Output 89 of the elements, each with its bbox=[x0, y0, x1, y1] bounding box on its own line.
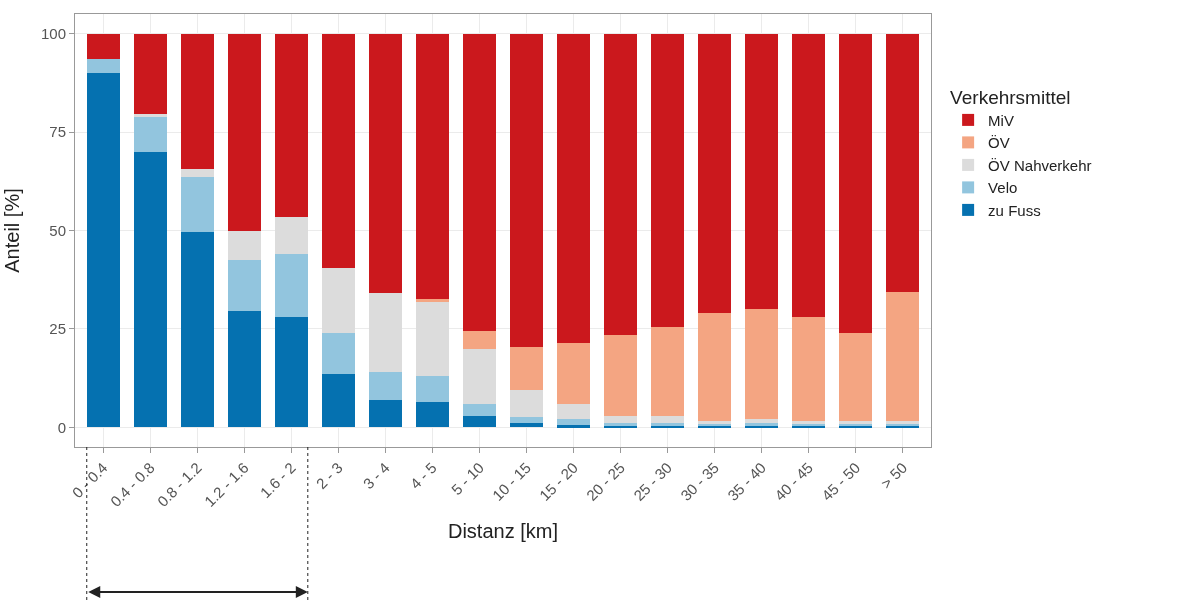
y-tick-label: 75 bbox=[49, 123, 66, 141]
bar bbox=[321, 267, 355, 333]
x-tick-label: 35 - 40 bbox=[724, 458, 770, 504]
legend-label: ÖV Nahverkehr bbox=[988, 156, 1092, 174]
y-axis-title: Anteil [%] bbox=[1, 188, 24, 273]
bar bbox=[510, 423, 543, 428]
x-tick-label: 15 - 20 bbox=[535, 458, 581, 504]
bar bbox=[463, 348, 496, 404]
x-tick-label: > 50 bbox=[877, 458, 911, 492]
bar bbox=[510, 33, 543, 347]
bar bbox=[510, 417, 543, 424]
bar bbox=[368, 33, 402, 294]
bar bbox=[463, 33, 496, 331]
bar bbox=[463, 415, 496, 428]
bar bbox=[86, 73, 120, 428]
legend-label: ÖV bbox=[988, 134, 1010, 152]
bar bbox=[321, 33, 355, 268]
bar bbox=[274, 216, 308, 255]
bar bbox=[415, 299, 449, 302]
y-tick-label: 50 bbox=[49, 221, 66, 239]
bar bbox=[368, 399, 402, 428]
bar bbox=[274, 33, 308, 217]
bar bbox=[133, 116, 167, 152]
bar bbox=[604, 334, 638, 416]
bar bbox=[557, 342, 591, 404]
bar bbox=[415, 33, 449, 300]
x-tick-label: 2 - 3 bbox=[312, 458, 346, 493]
bar bbox=[463, 330, 496, 349]
x-tick-label: 10 - 15 bbox=[488, 458, 534, 504]
bar bbox=[557, 419, 591, 426]
x-axis-title: Distanz [km] bbox=[447, 520, 559, 543]
bar bbox=[180, 232, 214, 428]
legend-label: MiV bbox=[988, 111, 1014, 129]
y-tick-label: 25 bbox=[49, 320, 66, 338]
legend-title: Verkehrsmittel bbox=[950, 86, 1071, 108]
bar bbox=[745, 309, 779, 420]
bar bbox=[651, 33, 685, 327]
bar bbox=[510, 346, 543, 390]
bar bbox=[180, 177, 214, 233]
bar bbox=[227, 260, 261, 312]
x-tick-label: 40 - 45 bbox=[771, 458, 817, 504]
bar bbox=[792, 33, 826, 318]
bar bbox=[839, 332, 873, 422]
bar bbox=[839, 33, 873, 333]
bar bbox=[604, 33, 638, 335]
bar bbox=[227, 311, 261, 428]
x-tick-label: 3 - 4 bbox=[359, 458, 393, 493]
bar bbox=[86, 33, 120, 60]
bar bbox=[368, 293, 402, 373]
bar bbox=[463, 403, 496, 416]
bar bbox=[415, 301, 449, 377]
legend-label: zu Fuss bbox=[988, 201, 1041, 219]
x-tick-label: 45 - 50 bbox=[818, 458, 864, 504]
y-tick-label: 100 bbox=[40, 24, 66, 42]
bar bbox=[133, 114, 167, 117]
bar bbox=[274, 254, 308, 318]
bar bbox=[86, 59, 120, 74]
bar bbox=[557, 403, 591, 420]
x-tick-label: 5 - 10 bbox=[447, 458, 487, 499]
bar bbox=[133, 33, 167, 115]
bar bbox=[368, 372, 402, 400]
bar bbox=[745, 419, 779, 424]
x-tick-label: 25 - 30 bbox=[630, 458, 676, 504]
bar bbox=[180, 33, 214, 170]
bar bbox=[227, 33, 261, 231]
bar bbox=[792, 317, 826, 422]
x-tick-label: 4 - 5 bbox=[406, 458, 440, 493]
bar bbox=[886, 33, 920, 292]
bar bbox=[415, 376, 449, 402]
bar bbox=[745, 33, 779, 310]
bar bbox=[698, 33, 732, 314]
bar bbox=[227, 230, 261, 261]
bar bbox=[698, 313, 732, 422]
legend-label: Velo bbox=[988, 179, 1018, 197]
bar bbox=[321, 332, 355, 375]
x-tick-label: 1.6 - 2 bbox=[256, 458, 299, 501]
y-tick-label: 0 bbox=[57, 418, 66, 436]
bar bbox=[180, 169, 214, 178]
x-tick-label: 20 - 25 bbox=[582, 458, 628, 504]
bar bbox=[557, 33, 591, 343]
bar bbox=[651, 326, 685, 416]
bar bbox=[133, 151, 167, 428]
bar bbox=[415, 401, 449, 428]
x-tick-label: 30 - 35 bbox=[677, 458, 723, 504]
bar bbox=[557, 425, 591, 428]
bar bbox=[510, 389, 543, 418]
bar bbox=[321, 374, 355, 428]
bar bbox=[274, 317, 308, 428]
bar bbox=[886, 291, 920, 422]
